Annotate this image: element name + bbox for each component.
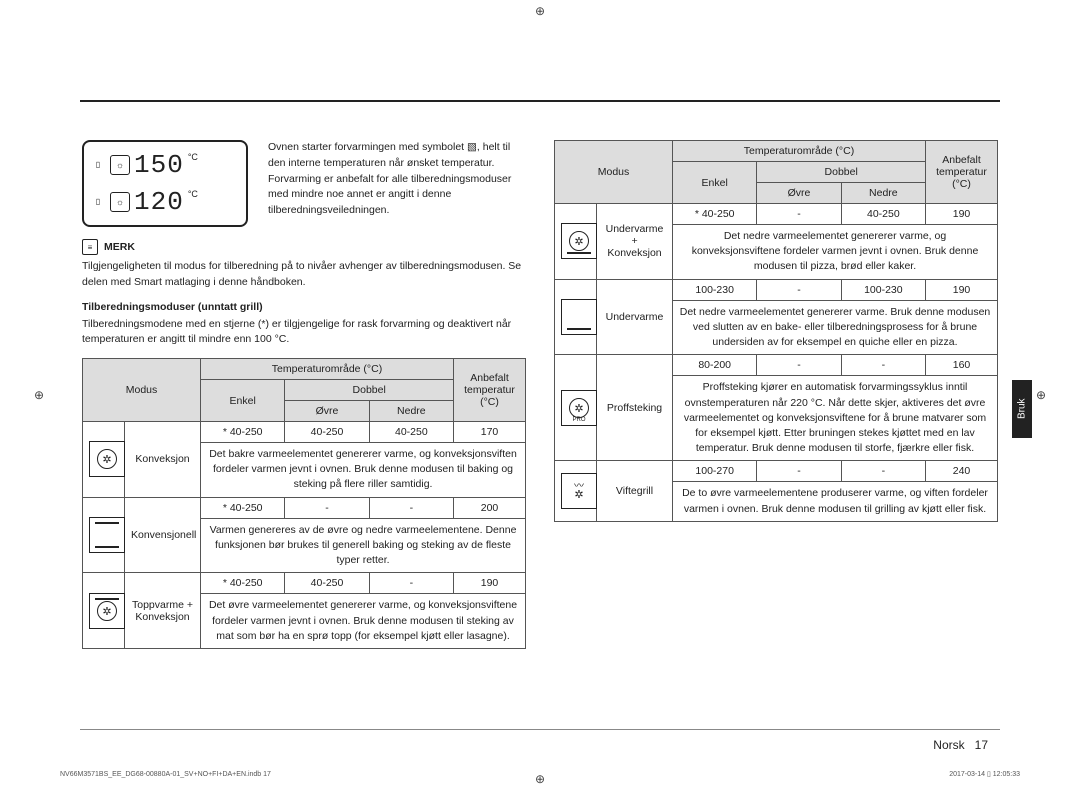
modes-table-right: Modus Temperaturområde (°C) Anbefalt tem… [554,140,998,522]
page-number: 17 [975,738,988,752]
cell-1-nedre: - [369,497,453,518]
cell-r0-enkel: * 40-250 [673,204,757,225]
page-lang: Norsk [933,738,964,752]
cell-r2-enkel: 80-200 [673,355,757,376]
mode-name-0: Konveksjon [125,422,201,498]
preheat-description: Ovnen starter forvarmingen med symbolet … [268,140,526,227]
doc-footer-left: NV66M3571BS_EE_DG68-00880A-01_SV+NO+FI+D… [60,771,271,778]
desc-1: Varmen genereres av de øvre og nedre var… [201,518,526,573]
cell-1-rec: 200 [454,497,526,518]
desc-r2: Proffsteking kjører en automatisk forvar… [673,376,998,461]
cell-r2-rec: 160 [926,355,998,376]
desc-2: Det øvre varmeelementet genererer varme,… [201,594,526,649]
th-modus: Modus [83,359,201,422]
note-icon: ≡ [82,239,98,255]
cell-r3-rec: 240 [926,461,998,482]
rule-top [80,100,1000,102]
cell-2-rec: 190 [454,573,526,594]
desc-r0: Det nedre varmeelementet genererer varme… [673,225,998,280]
cell-r2-ovre: - [757,355,841,376]
th-nedre: Nedre [369,401,453,422]
th-ovre-r: Øvre [757,183,841,204]
mode-name-r2: Proffsteking [597,355,673,461]
mode-name-1: Konvensjonell [125,497,201,573]
lcd-lower-indicator: ▯ [90,198,106,206]
th-ovre: Øvre [285,401,369,422]
crop-mark-bottom: ⊕ [535,772,545,786]
doc-footer-right: 2017-03-14 ▯ 12:05:33 [949,770,1020,778]
cell-r0-ovre: - [757,204,841,225]
desc-r3: De to øvre varmeelementene produserer va… [673,482,998,521]
cell-r3-ovre: - [757,461,841,482]
undervarme-icon [561,299,597,335]
lcd-upper-mode-icon: ☼ [110,155,130,175]
konveksjon-icon [89,441,125,477]
mode-name-r3: Viftegrill [597,461,673,521]
crop-mark-right: ⊕ [1036,388,1046,402]
lcd-panel: ▯ ☼ 150 °C ▯ ☼ 120 °C [82,140,248,227]
cell-2-enkel: * 40-250 [201,573,285,594]
mode-name-r0: Undervarme + Konveksjon [597,204,673,280]
rule-bottom [80,729,1000,730]
viftegrill-icon: 〰 [561,473,597,509]
crop-mark-left: ⊕ [34,388,44,402]
cell-r3-enkel: 100-270 [673,461,757,482]
proffsteking-icon: PRO [561,390,597,426]
cell-2-ovre: 40-250 [285,573,369,594]
cell-r0-nedre: 40-250 [841,204,925,225]
th-dobbel-r: Dobbel [757,162,926,183]
crop-mark-top: ⊕ [535,4,545,18]
lcd-upper-unit: °C [188,152,198,162]
cell-r1-enkel: 100-230 [673,279,757,300]
cell-1-ovre: - [285,497,369,518]
cell-0-ovre: 40-250 [285,422,369,443]
modes-table-left: Modus Temperaturområde (°C) Anbefalt tem… [82,358,526,649]
mode-name-r1: Undervarme [597,279,673,355]
cell-2-nedre: - [369,573,453,594]
note-label: MERK [104,241,135,253]
th-modus-r: Modus [555,141,673,204]
th-anbefalt: Anbefalt temperatur (°C) [454,359,526,422]
desc-0: Det bakre varmeelementet genererer varme… [201,443,526,498]
cell-r1-ovre: - [757,279,841,300]
th-temp-range: Temperaturområde (°C) [201,359,454,380]
lcd-lower-mode-icon: ☼ [110,192,130,212]
th-anbefalt-r: Anbefalt temperatur (°C) [926,141,998,204]
cell-r1-rec: 190 [926,279,998,300]
konvensjonell-icon [89,517,125,553]
th-temp-range-r: Temperaturområde (°C) [673,141,926,162]
lcd-lower-temp: 120 [134,187,184,217]
cell-r3-nedre: - [841,461,925,482]
mode-name-2: Toppvarme + Konveksjon [125,573,201,649]
cell-r2-nedre: - [841,355,925,376]
section-intro: Tilberedningsmodene med en stjerne (*) e… [82,317,526,349]
th-enkel-r: Enkel [673,162,757,204]
cell-0-enkel: * 40-250 [201,422,285,443]
desc-r1: Det nedre varmeelementet genererer varme… [673,300,998,355]
lcd-upper-indicator: ▯ [90,161,106,169]
lcd-upper-temp: 150 [134,150,184,180]
lcd-lower-unit: °C [188,189,198,199]
note-text: Tilgjengeligheten til modus for tilbered… [82,259,526,291]
undervarme-konveksjon-icon [561,223,597,259]
section-heading: Tilberedningsmoduser (unntatt grill) [82,301,526,313]
cell-0-nedre: 40-250 [369,422,453,443]
cell-r0-rec: 190 [926,204,998,225]
th-dobbel: Dobbel [285,380,454,401]
toppvarme-konveksjon-icon [89,593,125,629]
side-tab-bruk: Bruk [1012,380,1032,438]
th-enkel: Enkel [201,380,285,422]
cell-r1-nedre: 100-230 [841,279,925,300]
th-nedre-r: Nedre [841,183,925,204]
cell-0-rec: 170 [454,422,526,443]
cell-1-enkel: * 40-250 [201,497,285,518]
